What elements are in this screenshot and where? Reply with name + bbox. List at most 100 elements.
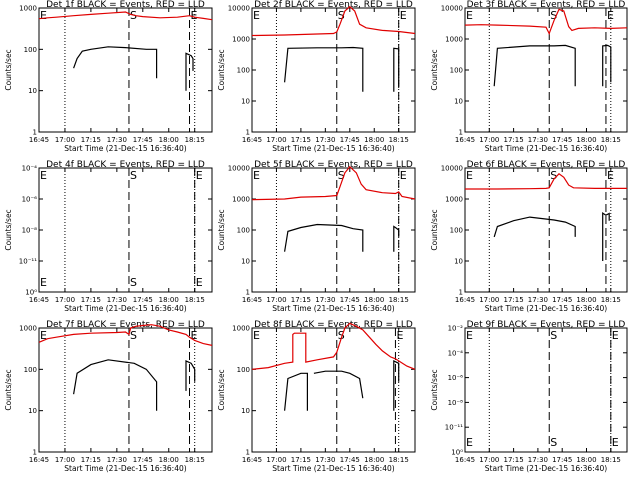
x-tick-label: 17:45 bbox=[133, 456, 153, 464]
plot-frame bbox=[251, 327, 416, 453]
x-tick-label: 17:30 bbox=[315, 456, 335, 464]
y-axis-label: Counts/sec bbox=[4, 209, 13, 250]
series-lld-line bbox=[38, 11, 213, 21]
marker-label-bottom: E bbox=[612, 436, 619, 449]
y-tick-label: 10 bbox=[454, 98, 463, 106]
y-tick-label: 1000 bbox=[19, 5, 37, 13]
series-lld-line bbox=[38, 324, 213, 346]
chart-title: Det 8f BLACK = Events, RED = LLD bbox=[254, 320, 413, 330]
chart-title: Det 3f BLACK = Events, RED = LLD bbox=[467, 0, 626, 10]
series-events-line bbox=[185, 52, 194, 91]
x-tick-label: 17:15 bbox=[81, 456, 101, 464]
x-tick-label: 18:00 bbox=[576, 296, 596, 304]
x-tick-label: 16:45 bbox=[455, 136, 475, 144]
x-tick-label: 18:15 bbox=[389, 296, 409, 304]
marker-label: S bbox=[338, 329, 345, 342]
y-tick-label: 1 bbox=[246, 449, 250, 457]
x-tick-label: 18:00 bbox=[364, 456, 384, 464]
x-tick-label: 17:00 bbox=[55, 296, 75, 304]
series-lld-line bbox=[251, 322, 416, 370]
x-tick-label: 16:45 bbox=[29, 296, 49, 304]
x-tick-label: 17:15 bbox=[504, 456, 524, 464]
x-tick-label: 18:00 bbox=[364, 136, 384, 144]
y-tick-label: 1000 bbox=[445, 36, 463, 44]
marker-label: E bbox=[396, 329, 403, 342]
y-tick-label: 1 bbox=[246, 129, 250, 137]
x-tick-label: 17:00 bbox=[266, 136, 286, 144]
x-tick-label: 17:30 bbox=[315, 136, 335, 144]
marker-label: E bbox=[191, 329, 198, 342]
marker-label: E bbox=[607, 169, 614, 182]
x-tick-label: 18:15 bbox=[185, 136, 205, 144]
chart-panel-7: Det 7f BLACK = Events, RED = LLD 1 10 100 10… bbox=[4, 320, 213, 473]
chart-panel-1: Det 1f BLACK = Events, RED = LLD 1 10 100 10… bbox=[4, 0, 213, 153]
x-tick-label: 17:00 bbox=[266, 296, 286, 304]
y-axis-label: Counts/sec bbox=[4, 369, 13, 410]
marker-label-bottom: S bbox=[130, 276, 137, 289]
chart-panel-2: Det 2f BLACK = Events, RED = LLD 1 10 100 10… bbox=[217, 0, 416, 153]
x-tick-label: 18:00 bbox=[576, 136, 596, 144]
marker-label: S bbox=[338, 9, 345, 22]
series-events-line bbox=[185, 359, 196, 391]
marker-label-bottom: E bbox=[196, 276, 203, 289]
series-lld-line bbox=[251, 5, 416, 37]
series-events-line bbox=[393, 47, 400, 92]
y-tick-label: 10⁻⁴ bbox=[22, 165, 38, 173]
x-tick-label: 17:00 bbox=[479, 296, 499, 304]
y-tick-label: 100 bbox=[24, 46, 37, 54]
y-tick-label: 1000 bbox=[445, 196, 463, 204]
x-tick-label: 18:00 bbox=[159, 136, 179, 144]
y-tick-label: 1 bbox=[459, 129, 463, 137]
y-axis-label: Counts/sec bbox=[430, 209, 439, 250]
x-tick-label: 18:15 bbox=[601, 136, 621, 144]
series-events-line bbox=[284, 223, 364, 252]
x-tick-label: 17:45 bbox=[133, 136, 153, 144]
marker-label: S bbox=[130, 169, 137, 182]
y-tick-label: 1 bbox=[459, 289, 463, 297]
x-tick-label: 17:45 bbox=[552, 136, 572, 144]
y-axis-label: Counts/sec bbox=[217, 209, 226, 250]
x-axis-label: Start Time (21-Dec-15 16:36:40) bbox=[272, 144, 394, 153]
y-tick-label: 10⁻⁸ bbox=[22, 227, 38, 235]
x-tick-label: 16:45 bbox=[242, 296, 262, 304]
x-tick-label: 18:15 bbox=[389, 136, 409, 144]
x-tick-label: 17:45 bbox=[552, 296, 572, 304]
x-tick-label: 18:15 bbox=[185, 296, 205, 304]
marker-label: E bbox=[612, 329, 619, 342]
series-events-line bbox=[602, 44, 612, 87]
marker-label: E bbox=[40, 169, 47, 182]
series-events-line bbox=[393, 359, 400, 411]
y-tick-label: 10000 bbox=[441, 5, 463, 13]
marker-label: E bbox=[466, 9, 473, 22]
plot-frame bbox=[464, 327, 628, 453]
x-tick-label: 16:45 bbox=[29, 136, 49, 144]
x-tick-label: 17:45 bbox=[340, 296, 360, 304]
y-tick-label: 1000 bbox=[232, 325, 250, 333]
marker-label: E bbox=[400, 9, 407, 22]
y-tick-label: 10 bbox=[28, 407, 37, 415]
marker-label: E bbox=[400, 169, 407, 182]
marker-label-bottom: E bbox=[466, 436, 473, 449]
y-tick-label: 10000 bbox=[228, 165, 250, 173]
x-tick-label: 17:00 bbox=[266, 456, 286, 464]
y-axis-label: Counts/sec bbox=[430, 49, 439, 90]
y-tick-label: 1000 bbox=[232, 36, 250, 44]
x-tick-label: 17:00 bbox=[479, 456, 499, 464]
marker-label: E bbox=[466, 329, 473, 342]
x-tick-label: 16:45 bbox=[29, 456, 49, 464]
x-tick-label: 18:15 bbox=[185, 456, 205, 464]
y-tick-label: 1000 bbox=[19, 325, 37, 333]
y-tick-label: 100 bbox=[24, 366, 37, 374]
y-tick-label: 100 bbox=[450, 67, 463, 75]
x-tick-label: 16:45 bbox=[455, 296, 475, 304]
marker-label: E bbox=[253, 329, 260, 342]
chart-title: Det 9f BLACK = Events, RED = LLD bbox=[467, 320, 626, 330]
x-tick-label: 17:30 bbox=[315, 296, 335, 304]
x-axis-label: Start Time (21-Dec-15 16:36:40) bbox=[485, 304, 607, 313]
chart-panel-5: Det 5f BLACK = Events, RED = LLD 1 10 100 10… bbox=[217, 160, 416, 313]
chart-panel-8: Det 8f BLACK = Events, RED = LLD 1 10 100 10… bbox=[217, 320, 416, 473]
marker-label: E bbox=[196, 169, 203, 182]
series-events-line bbox=[284, 372, 308, 411]
chart-panel-3: Det 3f BLACK = Events, RED = LLD 1 10 100 10… bbox=[430, 0, 628, 153]
